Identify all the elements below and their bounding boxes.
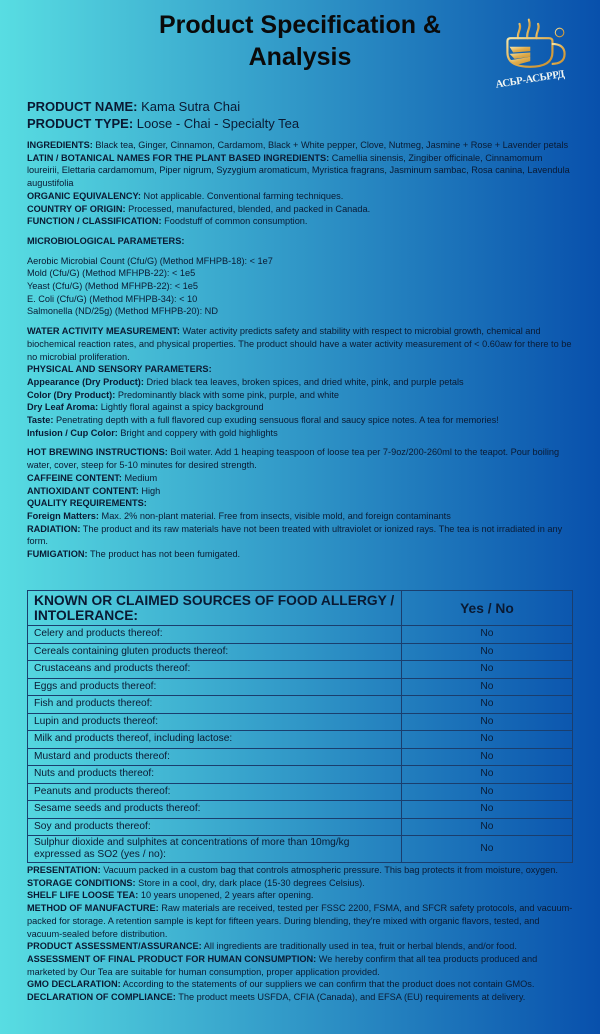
svg-text:АСЬР-АСЬРРД: АСЬР-АСЬРРД xyxy=(495,68,566,91)
